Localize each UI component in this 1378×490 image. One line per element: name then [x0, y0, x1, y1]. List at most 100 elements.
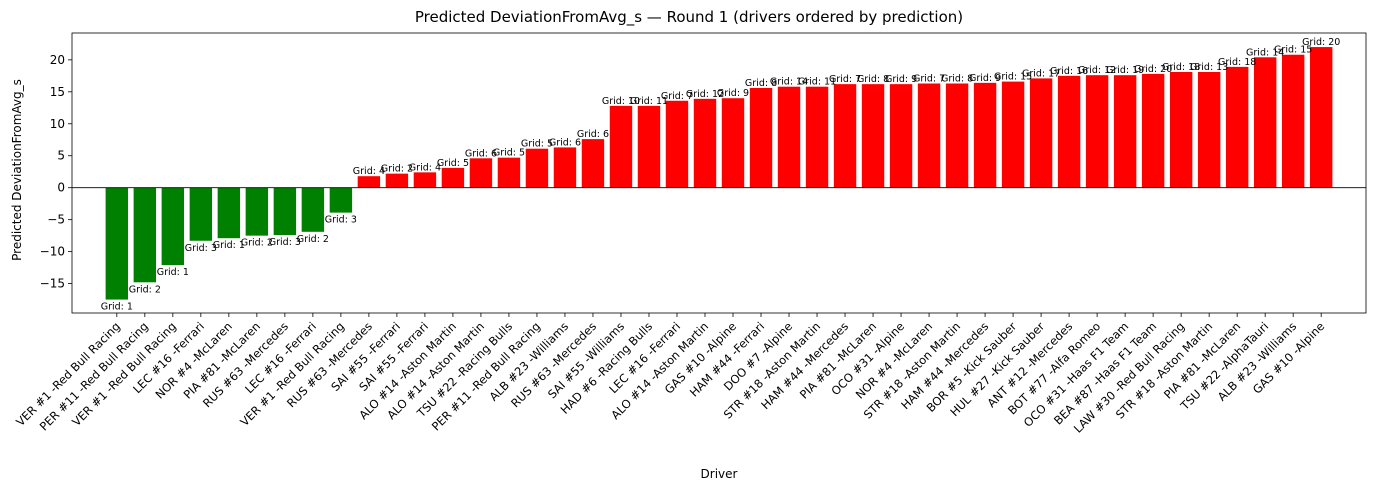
- bar: [1169, 72, 1193, 188]
- data-label: Grid: 2: [129, 284, 161, 295]
- bar: [189, 187, 213, 241]
- data-label: Grid: 3: [269, 237, 301, 248]
- y-axis-label: Predicted DeviationFromAvg_s: [10, 79, 24, 261]
- bar: [1029, 78, 1053, 188]
- x-tick-label: VER #1 -Red Bull Racing: [13, 319, 123, 429]
- data-label: Grid: 7: [661, 91, 693, 102]
- bar: [497, 157, 521, 188]
- data-label: Grid: 3: [185, 243, 217, 254]
- chart-title: Predicted DeviationFromAvg_s — Round 1 (…: [415, 8, 963, 27]
- y-tick-label: 20: [50, 53, 65, 67]
- bar: [945, 83, 969, 188]
- bar: [553, 147, 577, 188]
- bar: [581, 139, 605, 188]
- data-label: Grid: 8: [941, 74, 973, 85]
- x-axis-label: Driver: [701, 467, 738, 481]
- bar: [1001, 81, 1025, 188]
- data-label: Grid: 7: [829, 74, 861, 85]
- bar: [1141, 73, 1165, 188]
- data-label: Grid: 9: [717, 88, 749, 99]
- plot-area: [71, 32, 1367, 314]
- data-label: Grid: 6: [549, 137, 581, 148]
- y-axis: −15 −10 −5 0 5 10 15 20: [40, 53, 72, 291]
- data-label: Grid: 18: [1162, 62, 1200, 73]
- data-label: Grid: 11: [630, 96, 668, 107]
- data-label: Grid: 6: [465, 148, 497, 159]
- bar: [1085, 75, 1109, 188]
- bar: [693, 98, 717, 188]
- bar: [1281, 54, 1305, 188]
- bar: [301, 187, 325, 232]
- y-tick-label: 15: [50, 85, 65, 99]
- data-label: Grid: 2: [297, 234, 329, 245]
- data-label: Grid: 17: [1022, 68, 1060, 79]
- y-tick-label: 0: [57, 181, 65, 195]
- bar: [469, 158, 493, 188]
- data-label: Grid: 20: [1134, 64, 1172, 75]
- bar: [245, 187, 269, 236]
- bar: [833, 84, 857, 188]
- bar: [637, 105, 661, 188]
- data-label: Grid: 1: [213, 240, 245, 251]
- data-label: Grid: 8: [857, 74, 889, 85]
- data-label: Grid: 7: [913, 74, 945, 85]
- data-label: Grid: 1: [101, 302, 133, 313]
- data-label: Grid: 14: [1246, 47, 1284, 58]
- bar: [413, 172, 437, 188]
- bar: [1197, 72, 1221, 188]
- bar: [665, 100, 689, 188]
- data-label: Grid: 2: [381, 164, 413, 175]
- data-label: Grid: 5: [437, 158, 469, 169]
- x-tick-label: PER #11 -Red Bull Racing: [37, 319, 151, 433]
- data-label: Grid: 4: [353, 166, 385, 177]
- bar: [721, 98, 745, 188]
- bar: [161, 187, 185, 266]
- data-label: Grid: 16: [1050, 66, 1088, 77]
- bar: [329, 187, 353, 213]
- bar: [1309, 47, 1333, 188]
- bar: [749, 87, 773, 188]
- plot-frame: [71, 32, 1367, 314]
- bar: [441, 167, 465, 188]
- data-label: Grid: 5: [521, 139, 553, 150]
- bar: [917, 83, 941, 188]
- bar: [1225, 66, 1249, 188]
- data-label: Grid: 9: [885, 74, 917, 85]
- data-label: Grid: 3: [325, 215, 357, 226]
- bar: [861, 84, 885, 188]
- data-label: Grid: 18: [1218, 57, 1256, 68]
- data-label: Grid: 19: [1106, 65, 1144, 76]
- data-label: Grid: 1: [157, 267, 189, 278]
- data-label: Grid: 11: [798, 77, 836, 88]
- data-label: Grid: 15: [994, 72, 1032, 83]
- bar: [609, 105, 633, 188]
- bars: [72, 47, 1366, 300]
- data-label: Grid: 12: [1078, 65, 1116, 76]
- bar: [777, 86, 801, 188]
- data-label: Grid: 9: [969, 73, 1001, 84]
- data-label: Grid: 20: [1302, 37, 1340, 48]
- data-label: Grid: 2: [241, 238, 273, 249]
- bar: [385, 173, 409, 188]
- bar: [133, 187, 157, 283]
- y-tick-label: −10: [40, 245, 65, 259]
- data-label: Grid: 10: [602, 96, 640, 107]
- data-label: Grid: 8: [745, 78, 777, 89]
- data-label: Grid: 6: [577, 129, 609, 140]
- bar: [889, 84, 913, 188]
- bar: [105, 187, 129, 300]
- bar: [973, 82, 997, 188]
- bar: [805, 86, 829, 188]
- bar: [525, 148, 549, 188]
- bar: [217, 187, 241, 239]
- y-tick-label: −5: [47, 213, 65, 227]
- data-label: Grid: 14: [770, 77, 808, 88]
- data-label: Grid: 13: [1190, 62, 1228, 73]
- bar: [1057, 75, 1081, 188]
- data-label: Grid: 15: [1274, 45, 1312, 56]
- y-tick-label: 10: [50, 117, 65, 131]
- y-tick-label: −15: [40, 277, 65, 291]
